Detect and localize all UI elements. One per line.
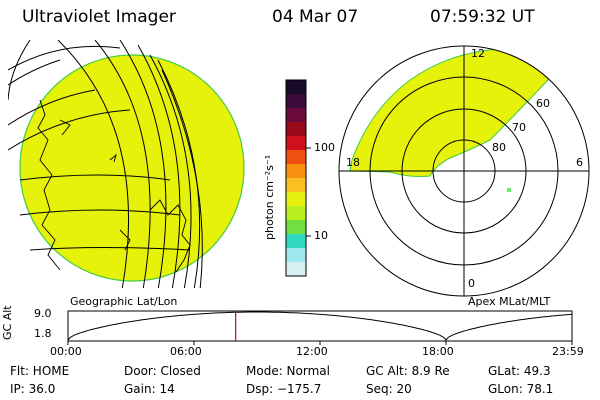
geographic-map — [8, 40, 245, 288]
colorbar-stripe — [286, 108, 306, 123]
colorbar-stripe — [286, 150, 306, 165]
polar-map — [338, 45, 590, 297]
colorbar-stripe — [286, 136, 306, 151]
colorbar-tick-100: 100 — [314, 141, 335, 154]
lat-label-60: 60 — [536, 97, 550, 110]
colorbar-stripe — [286, 262, 306, 277]
header-date: 04 Mar 07 — [272, 7, 359, 27]
mlt-label-6: 6 — [576, 156, 583, 169]
info-gain: Gain: 14 — [124, 382, 175, 396]
colorbar-stripe — [286, 192, 306, 207]
app-title: Ultraviolet Imager — [22, 7, 176, 27]
alt-xtick-2359: 23:59 — [552, 345, 584, 358]
info-glon: GLon: 78.1 — [488, 382, 554, 396]
colorbar-tick-10: 10 — [314, 229, 328, 242]
colorbar-stripe — [286, 164, 306, 179]
colorbar-label: photon cm⁻²s⁻¹ — [263, 154, 276, 240]
info-flight: Flt: HOME — [10, 364, 70, 378]
info-seq: Seq: 20 — [366, 382, 412, 396]
info-gc-alt: GC Alt: 8.9 Re — [366, 364, 450, 378]
alt-ylabel: GC Alt — [1, 305, 14, 340]
alt-ytick-bottom: 1.8 — [34, 327, 52, 340]
colorbar-stripe — [286, 206, 306, 221]
info-mode: Mode: Normal — [246, 364, 330, 378]
auroral-region — [349, 48, 549, 177]
colorbar-stripe — [286, 122, 306, 137]
info-ip: IP: 36.0 — [10, 382, 56, 396]
alt-xtick-1200: 12:00 — [296, 345, 328, 358]
polar-panel-label: Apex MLat/MLT — [468, 295, 551, 308]
alt-xtick-0000: 00:00 — [50, 345, 82, 358]
colorbar — [285, 79, 311, 277]
info-door: Door: Closed — [124, 364, 201, 378]
colorbar-stripe — [286, 80, 306, 95]
mlt-label-12: 12 — [471, 47, 485, 60]
info-dsp: Dsp: −175.7 — [246, 382, 322, 396]
colorbar-stripe — [286, 248, 306, 263]
alt-xtick-1800: 18:00 — [422, 345, 454, 358]
geo-panel-label: Geographic Lat/Lon — [70, 295, 178, 308]
colorbar-stripe — [286, 234, 306, 249]
colorbar-stripe — [286, 94, 306, 109]
colorbar-stripe — [286, 220, 306, 235]
lat-label-80: 80 — [492, 141, 506, 154]
earth-disk — [19, 54, 245, 282]
mlt-label-0: 0 — [468, 277, 475, 290]
alt-ytick-top: 9.0 — [34, 307, 52, 320]
altitude-plot — [67, 310, 573, 345]
info-glat: GLat: 49.3 — [488, 364, 551, 378]
colorbar-stripe — [286, 178, 306, 193]
mlt-label-18: 18 — [346, 156, 360, 169]
alt-xtick-0600: 06:00 — [170, 345, 202, 358]
header-time: 07:59:32 UT — [430, 7, 535, 27]
lat-label-70: 70 — [512, 121, 526, 134]
